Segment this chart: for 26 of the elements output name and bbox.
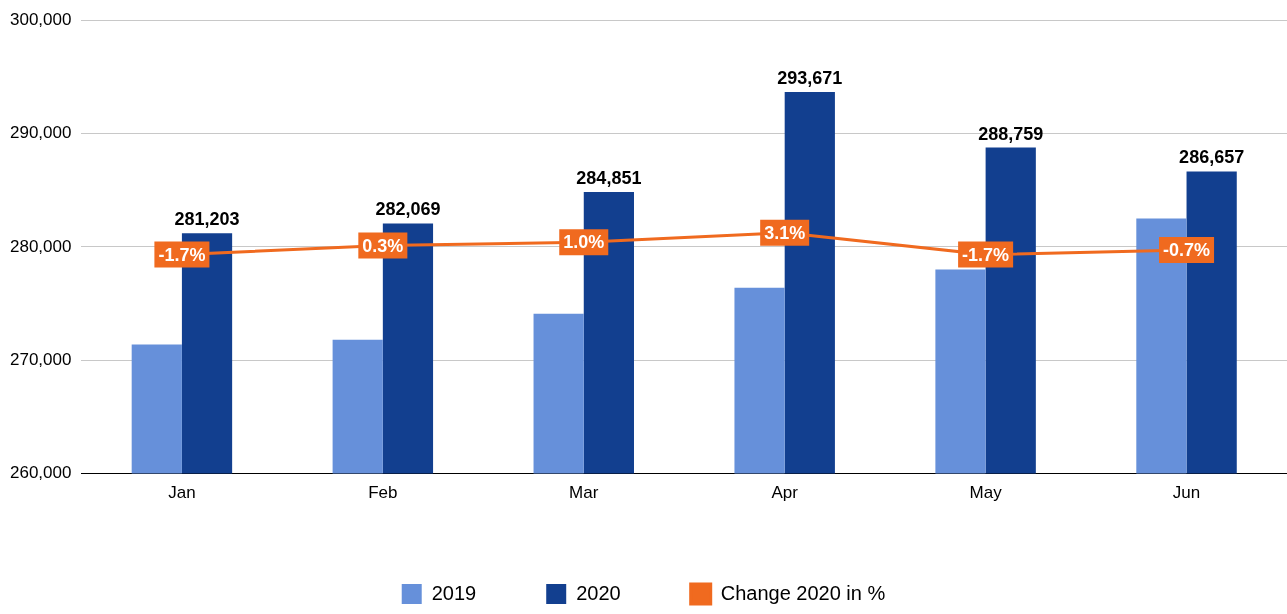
x-tick-label: Feb xyxy=(368,483,398,503)
data-label: 293,671 xyxy=(777,67,843,88)
data-label: 286,657 xyxy=(1179,147,1245,168)
x-tick-label: Jan xyxy=(168,483,196,503)
legend-label: 2019 xyxy=(431,581,477,604)
data-label: 284,851 xyxy=(576,167,642,188)
y-tick-label: 300,000 xyxy=(10,9,72,29)
x-tick-label: May xyxy=(969,483,1003,503)
data-label: 288,759 xyxy=(978,123,1044,144)
data-label: -0.7% xyxy=(1163,240,1211,261)
data-label: -1.7% xyxy=(962,244,1010,265)
data-label: 3.1% xyxy=(764,222,806,243)
legend-label: Change 2020 in % xyxy=(720,581,886,604)
legend-label: 2020 xyxy=(576,581,621,604)
data-label: 1.0% xyxy=(563,232,605,253)
y-tick-label: 280,000 xyxy=(10,236,72,256)
x-tick-label: Jun xyxy=(1172,483,1201,503)
data-label: 281,203 xyxy=(174,209,240,230)
y-tick-label: 290,000 xyxy=(10,123,72,143)
y-tick-label: 270,000 xyxy=(10,349,72,369)
data-label: 282,069 xyxy=(375,199,441,220)
x-tick-label: Mar xyxy=(569,483,599,503)
x-tick-label: Apr xyxy=(771,483,799,503)
y-tick-label: 260,000 xyxy=(10,463,72,483)
data-label: -1.7% xyxy=(158,244,206,265)
data-label: 0.3% xyxy=(362,235,404,256)
